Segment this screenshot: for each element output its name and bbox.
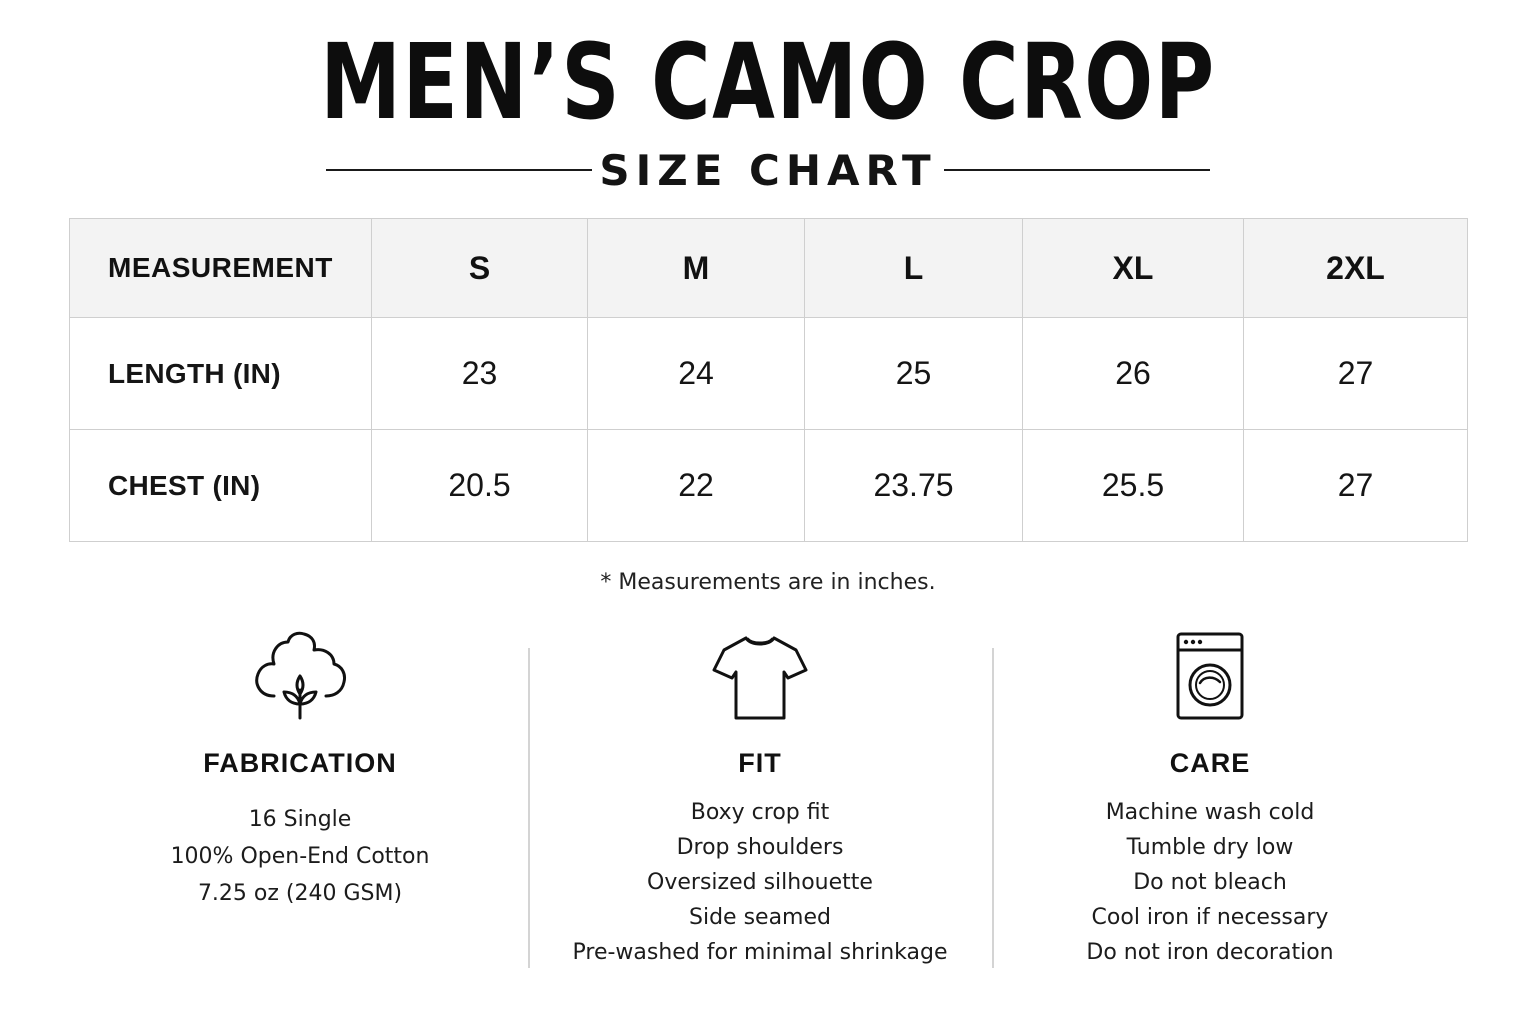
list-item: Machine wash cold [1105,800,1315,825]
washing-machine-icon [1176,632,1244,720]
list-item: Pre-washed for minimal shrinkage [572,940,948,965]
fit-heading: FIT [738,748,782,778]
subtitle-rule-right [943,169,1210,171]
fit-section: FIT Boxy crop fit Drop shoulders Oversiz… [560,630,960,970]
fit-list: Boxy crop fit Drop shoulders Oversized s… [560,795,960,970]
care-section: CARE Machine wash cold Tumble dry low Do… [1030,630,1390,970]
row-label-chest: CHEST (IN) [69,429,372,542]
page-subtitle: SIZE CHART [599,145,937,195]
tshirt-icon [712,636,808,720]
row-label-length: LENGTH (IN) [69,317,372,430]
list-item: Oversized silhouette [647,870,873,895]
table-cell: 23 [371,317,588,430]
list-item: Tumble dry low [1126,835,1294,860]
table-cell: 24 [587,317,805,430]
list-item: Cool iron if necessary [1091,905,1329,930]
table-cell: 27 [1243,317,1468,430]
list-item: 16 Single [248,807,352,832]
page-title: MEN’S CAMO CROP [320,21,1216,143]
size-table: MEASUREMENT S M L XL 2XL LENGTH (IN) 23 … [69,218,1468,542]
list-item: Do not iron decoration [1086,940,1334,965]
subtitle-rule-left [326,169,592,171]
size-header-2xl: 2XL [1243,218,1468,318]
table-cell: 27 [1243,429,1468,542]
table-row: CHEST (IN) 20.5 22 23.75 25.5 27 [69,429,1468,542]
size-header-xl: XL [1022,218,1244,318]
fabrication-heading: FABRICATION [203,748,397,778]
table-cell: 23.75 [804,429,1023,542]
size-header-m: M [587,218,805,318]
table-cell: 25 [804,317,1023,430]
care-heading: CARE [1169,748,1251,778]
subtitle-row: SIZE CHART [326,142,1210,198]
size-header-s: S [371,218,588,318]
size-header-l: L [804,218,1023,318]
measurement-note: * Measurements are in inches. [600,570,936,595]
cotton-icon [255,631,346,720]
care-list: Machine wash cold Tumble dry low Do not … [1030,795,1390,970]
list-item: 100% Open-End Cotton [170,844,430,869]
section-divider [528,648,530,968]
list-item: Do not bleach [1133,870,1287,895]
fabrication-list: 16 Single 100% Open-End Cotton 7.25 oz (… [140,801,460,912]
table-header-row: MEASUREMENT S M L XL 2XL [69,218,1468,318]
list-item: 7.25 oz (240 GSM) [197,881,403,906]
table-cell: 26 [1022,317,1244,430]
list-item: Side seamed [689,905,831,930]
table-corner-label: MEASUREMENT [69,218,372,318]
table-row: LENGTH (IN) 23 24 25 26 27 [69,317,1468,430]
list-item: Drop shoulders [676,835,844,860]
fabrication-section: FABRICATION 16 Single 100% Open-End Cott… [140,630,460,912]
table-cell: 20.5 [371,429,588,542]
list-item: Boxy crop fit [690,800,830,825]
table-cell: 22 [587,429,805,542]
section-divider [992,648,994,968]
table-cell: 25.5 [1022,429,1244,542]
